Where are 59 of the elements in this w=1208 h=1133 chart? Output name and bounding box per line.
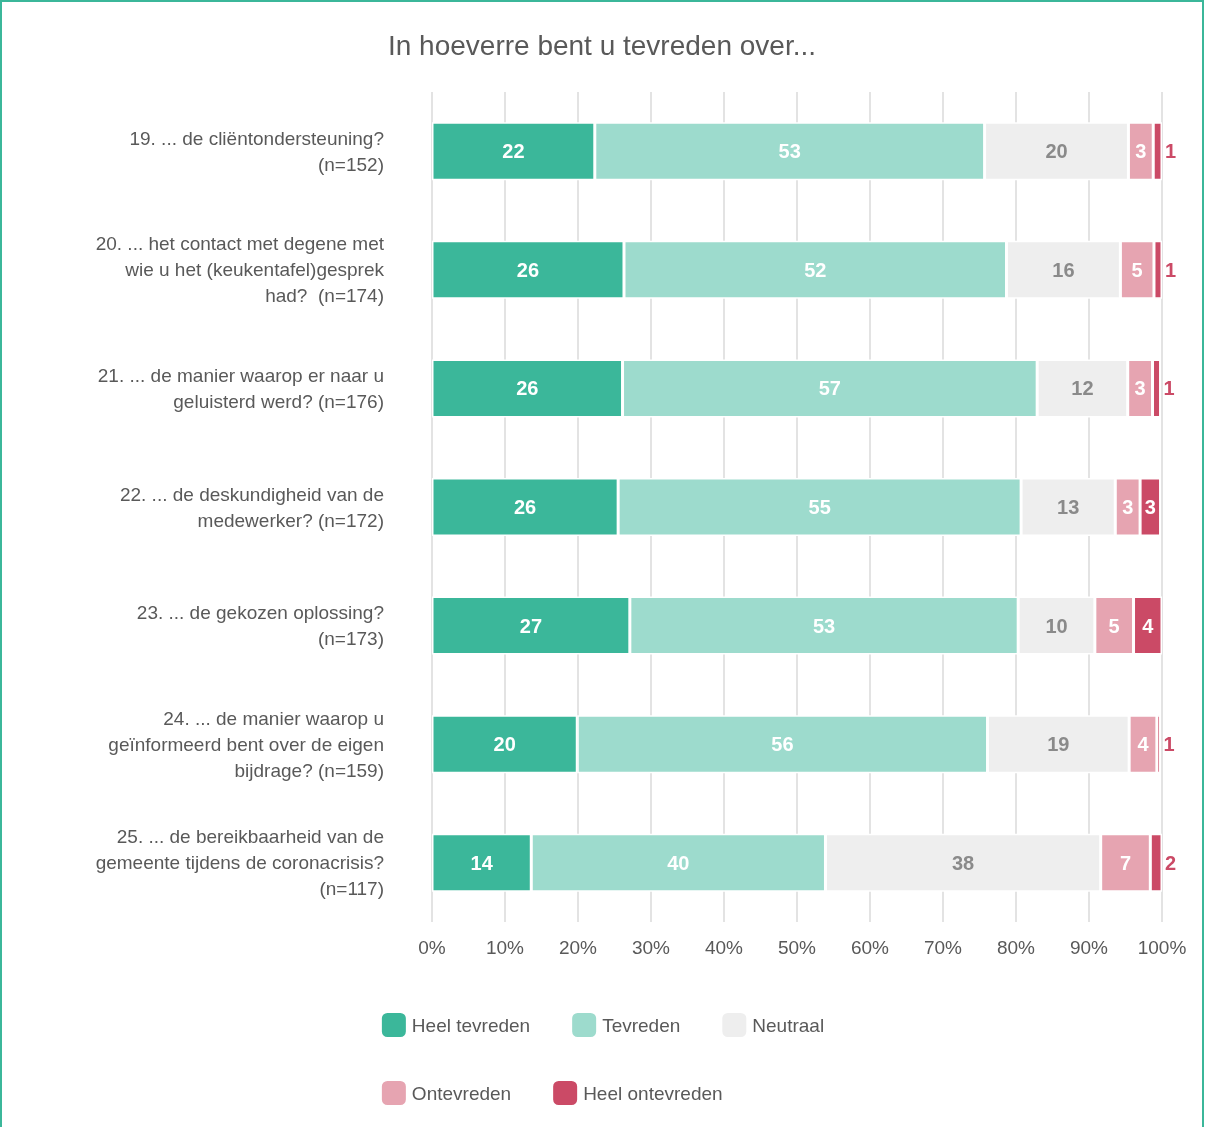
data-label: 26 [516, 377, 539, 400]
data-label: 3 [1135, 140, 1147, 163]
data-label: 1 [1165, 258, 1177, 281]
data-label: 22 [502, 140, 525, 163]
data-label: 1 [1165, 140, 1177, 163]
x-tick-label: 20% [558, 937, 598, 958]
legend-label: Neutraal [752, 1014, 825, 1036]
data-label: 57 [818, 377, 841, 400]
data-label: 53 [778, 140, 801, 163]
x-tick-label: 90% [1069, 937, 1109, 958]
x-tick-label: 30% [631, 937, 671, 958]
y-tick-label: 21. ... de manier waarop er naar u geluisterd werd? (n=176) [97, 364, 384, 412]
data-label: 13 [1057, 496, 1080, 518]
x-tick-label: 50% [777, 937, 817, 958]
data-label: 12 [1071, 377, 1094, 400]
data-label: 20 [1045, 140, 1068, 163]
data-label: 38 [951, 851, 975, 874]
data-label: 19 [1047, 733, 1070, 756]
data-label: 7 [1119, 851, 1132, 874]
data-label: 26 [516, 258, 540, 281]
data-label: 2 [1165, 851, 1177, 874]
data-label: 55 [808, 496, 831, 518]
data-label: 3 [1144, 496, 1156, 518]
data-label: 52 [804, 258, 827, 281]
x-tick-label: 100% [1137, 937, 1187, 958]
x-tick-label: 40% [704, 937, 744, 958]
x-tick-label: 0% [418, 937, 446, 958]
legend-label: Ontevreden [411, 1082, 512, 1104]
data-label: 5 [1108, 614, 1120, 637]
data-label: 4 [1142, 614, 1155, 637]
legend-label: Heel tevreden [411, 1014, 531, 1036]
y-tick-label: 25. ... de bereikbaarheid van de gemeente tijdens de coronacrisis? (n=117) [95, 826, 384, 900]
x-tick-label: 60% [850, 937, 890, 958]
chart-title: In hoeverre bent u tevreden over... [387, 29, 817, 61]
data-label: 4 [1137, 733, 1150, 756]
y-tick-label: 19. ... de cliëntondersteuning? (n=152) [129, 127, 384, 175]
y-tick-label: 20. ... het contact met degene met wie u het (keukentafel)gesprek had? (n=174) [95, 233, 385, 307]
data-label: 56 [771, 733, 794, 756]
x-tick-label: 70% [923, 937, 963, 958]
data-label: 20 [493, 733, 516, 756]
data-label: 14 [470, 851, 494, 874]
data-label: 1 [1163, 377, 1175, 400]
data-label: 26 [513, 496, 537, 518]
data-label: 5 [1131, 258, 1143, 281]
data-label: 1 [1163, 733, 1175, 756]
data-label: 3 [1134, 377, 1146, 400]
legend-label: Heel ontevreden [583, 1082, 723, 1104]
data-label: 3 [1122, 496, 1134, 518]
data-label: 40 [667, 851, 690, 874]
y-tick-label: 22. ... de deskundigheid van de medewerker? (n=172) [119, 483, 384, 531]
data-label: 10 [1045, 614, 1068, 637]
data-label: 27 [519, 614, 543, 637]
y-tick-label: 24. ... de manier waarop u geïnformeerd bent over de eigen bijdrage? (n=159) [108, 707, 384, 781]
data-label: 16 [1052, 258, 1075, 281]
x-tick-label: 80% [996, 937, 1036, 958]
data-label: 53 [812, 614, 836, 637]
legend-label: Tevreden [602, 1014, 681, 1036]
x-tick-label: 10% [485, 937, 525, 958]
y-tick-label: 23. ... de gekozen oplossing? (n=173) [136, 602, 384, 650]
